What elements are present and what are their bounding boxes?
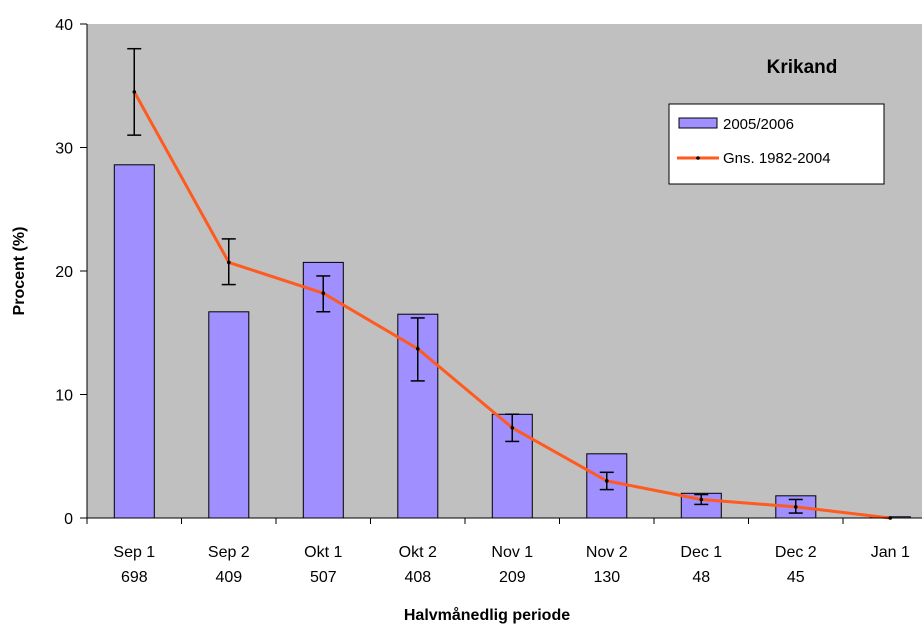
bar [208, 311, 250, 519]
x-tick-count: 45 [787, 569, 805, 586]
y-tick-label: 20 [55, 264, 73, 281]
bar [113, 164, 155, 519]
y-tick-label: 40 [55, 17, 73, 34]
legend-line-marker [696, 156, 700, 160]
x-tick-label: Dec 1 [680, 544, 722, 561]
y-tick-label: 30 [55, 141, 73, 158]
y-axis-title: Procent (%) [11, 227, 28, 316]
x-axis: Sep 1 698 Sep 2 409 Okt 1 507 Okt 2 408 Nov 1 209… [86, 517, 922, 586]
x-tick-count: 130 [593, 569, 620, 586]
x-tick-label: Nov 1 [491, 544, 533, 561]
x-tick-label: Sep 2 [208, 544, 250, 561]
x-tick-label: Jan 1 [871, 544, 910, 561]
chart-title: Krikand [767, 57, 838, 78]
x-tick-label: Sep 1 [113, 544, 155, 561]
x-tick-label: Okt 1 [304, 544, 342, 561]
y-tick-label: 0 [64, 511, 73, 528]
x-tick-count: 48 [692, 569, 710, 586]
x-axis-title: Halvmånedlig periode [404, 606, 570, 624]
x-tick-count: 507 [310, 569, 337, 586]
x-tick-label: Okt 2 [399, 544, 437, 561]
x-tick-count: 408 [404, 569, 431, 586]
bars-group [113, 164, 911, 519]
x-tick-count: 209 [499, 569, 526, 586]
legend-box [668, 103, 885, 185]
legend-bar-swatch [678, 117, 718, 129]
legend: 2005/2006 Gns. 1982-2004 [668, 103, 885, 185]
y-tick-label: 10 [55, 388, 73, 405]
x-tick-label: Nov 2 [586, 544, 628, 561]
x-tick-count: 409 [215, 569, 242, 586]
legend-label-bars: 2005/2006 [723, 116, 794, 133]
error-bars-group [127, 47, 803, 514]
x-tick-label: Dec 2 [775, 544, 817, 561]
legend-label-line: Gns. 1982-2004 [723, 150, 831, 167]
x-tick-count: 698 [121, 569, 148, 586]
y-axis: 0 10 20 30 40 [55, 17, 88, 528]
